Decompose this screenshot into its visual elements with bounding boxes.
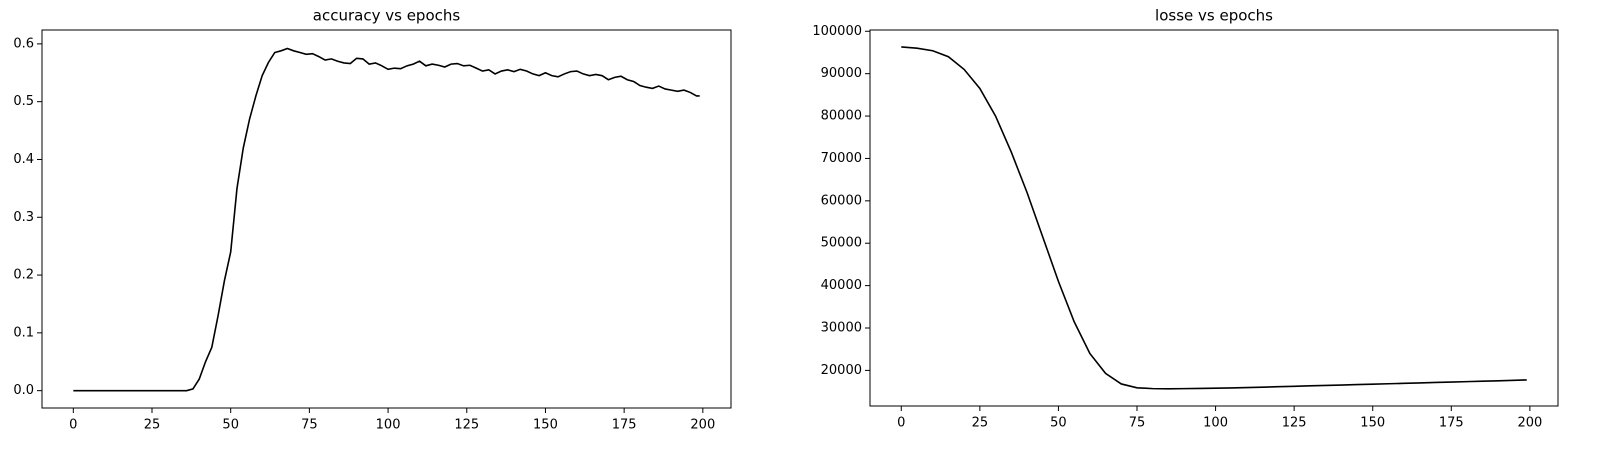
x-tick-label: 100 <box>1203 416 1228 431</box>
x-tick-label: 50 <box>1050 416 1067 431</box>
y-tick-label: 0.6 <box>13 36 34 51</box>
x-tick-label: 50 <box>222 418 239 433</box>
chart-title: losse vs epochs <box>1155 7 1273 25</box>
y-tick-label: 30000 <box>821 321 862 336</box>
axes-frame <box>869 29 1559 407</box>
y-tick-label: 60000 <box>821 193 862 208</box>
y-tick-label: 0.3 <box>13 210 34 225</box>
y-tick-label: 80000 <box>821 109 862 124</box>
x-tick-label: 125 <box>454 418 479 433</box>
y-tick-label: 90000 <box>821 66 862 81</box>
x-tick-label: 0 <box>69 418 77 433</box>
line <box>73 47 700 392</box>
x-tick-label: 200 <box>1517 416 1542 431</box>
x-tick-label: 200 <box>690 418 715 433</box>
x-tick-label: 175 <box>612 418 637 433</box>
x-tick-label: 75 <box>301 418 318 433</box>
y-tick-label: 0.0 <box>13 383 34 398</box>
line <box>901 46 1527 390</box>
x-tick-label: 75 <box>1129 416 1146 431</box>
y-tick-label: 70000 <box>821 151 862 166</box>
x-tick-label: 100 <box>376 418 401 433</box>
axes-frame <box>41 29 732 409</box>
chart-title: accuracy vs epochs <box>313 7 461 25</box>
x-tick-label: 25 <box>972 416 989 431</box>
y-tick-label: 100000 <box>812 24 862 39</box>
y-tick-label: 50000 <box>821 236 862 251</box>
y-tick-label: 0.4 <box>13 152 34 167</box>
y-tick-label: 20000 <box>821 363 862 378</box>
x-tick-label: 150 <box>533 418 558 433</box>
x-tick-label: 0 <box>897 416 905 431</box>
y-tick-label: 0.2 <box>13 268 34 283</box>
x-tick-label: 125 <box>1282 416 1307 431</box>
y-tick-label: 0.5 <box>13 94 34 109</box>
y-tick-label: 0.1 <box>13 325 34 340</box>
x-tick-label: 175 <box>1439 416 1464 431</box>
x-tick-label: 150 <box>1360 416 1385 431</box>
y-tick-label: 40000 <box>821 278 862 293</box>
x-tick-label: 25 <box>144 418 161 433</box>
